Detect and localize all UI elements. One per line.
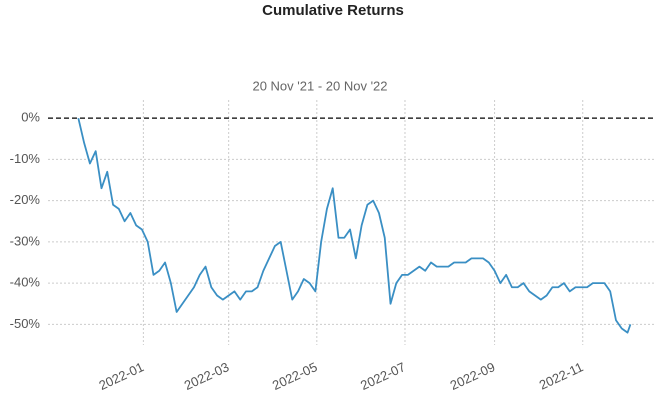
y-tick-label: -30%: [10, 233, 41, 248]
x-tick-label: 2022-03: [182, 359, 232, 393]
x-tick-label: 2022-01: [97, 359, 147, 393]
x-tick-label: 2022-07: [358, 359, 408, 393]
y-tick-label: -20%: [10, 192, 41, 207]
chart-subtitle: 20 Nov '21 - 20 Nov '22: [252, 78, 387, 93]
y-tick-label: -40%: [10, 275, 41, 290]
y-tick-label: 0%: [21, 110, 40, 125]
x-tick-label: 2022-09: [448, 359, 498, 393]
line-series: [77, 117, 632, 334]
x-tick-label: 2022-11: [537, 359, 586, 392]
y-tick-label: -50%: [10, 316, 41, 331]
x-tick-label: 2022-05: [270, 359, 320, 393]
y-tick-label: -10%: [10, 151, 41, 166]
chart-title: Cumulative Returns: [262, 2, 404, 19]
